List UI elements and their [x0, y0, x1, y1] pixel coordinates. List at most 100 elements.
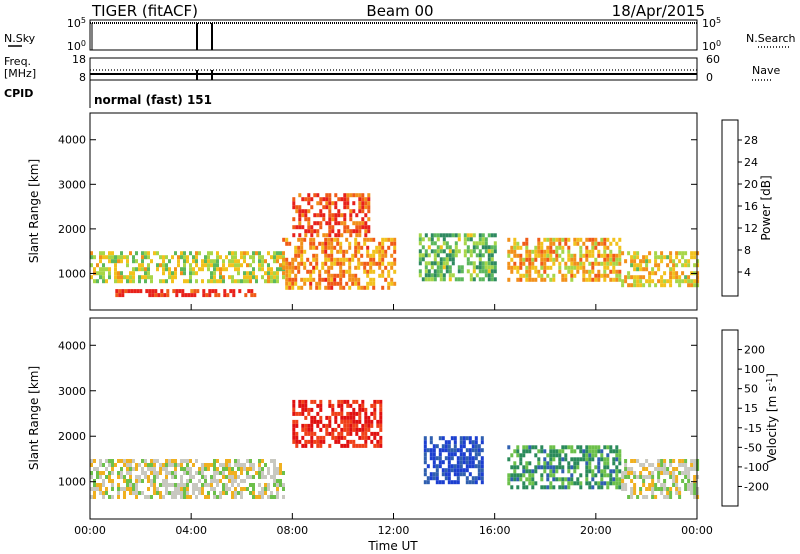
power-cell	[204, 255, 207, 260]
velocity-cell	[337, 435, 341, 440]
power-cell	[306, 257, 310, 262]
power-cell	[546, 253, 550, 258]
velocity-cell	[225, 483, 228, 487]
velocity-cell	[180, 479, 183, 483]
velocity-cell	[480, 464, 484, 469]
power-cell	[312, 277, 316, 282]
power-cell	[141, 255, 144, 260]
velocity-cell	[651, 491, 655, 495]
velocity-cell	[642, 463, 646, 467]
velocity-cell	[159, 467, 162, 471]
power-cell	[96, 271, 99, 276]
velocity-cell	[447, 456, 451, 461]
velocity-cell	[358, 407, 362, 412]
power-cell	[307, 217, 311, 222]
power-cell	[421, 277, 425, 282]
power-cell	[309, 281, 313, 286]
velocity-cell	[618, 481, 622, 486]
power-cell	[214, 293, 218, 298]
power-cell	[193, 289, 197, 294]
velocity-cell	[558, 457, 562, 462]
velocity-cell	[615, 469, 619, 474]
power-cell	[120, 259, 123, 264]
power-cell	[387, 261, 391, 266]
velocity-cell	[189, 471, 192, 475]
power-cell	[484, 245, 488, 250]
power-cell	[460, 277, 464, 282]
velocity-cell	[561, 457, 565, 462]
velocity-cell	[630, 479, 634, 483]
velocity-cell	[543, 449, 547, 454]
velocity-cell	[135, 487, 138, 491]
velocity-cell	[219, 463, 222, 467]
power-cell	[240, 255, 243, 260]
power-cell	[561, 245, 565, 250]
power-cell	[354, 273, 358, 278]
power-cell	[487, 249, 491, 254]
power-cell	[150, 279, 153, 284]
velocity-cell	[355, 423, 359, 428]
velocity-cell	[325, 423, 329, 428]
power-cell	[297, 253, 301, 258]
power-cell	[156, 251, 159, 256]
velocity-cell	[663, 459, 667, 463]
velocity-cell	[307, 423, 311, 428]
velocity-cell	[120, 487, 123, 491]
power-cell	[367, 209, 371, 214]
power-cell	[310, 197, 314, 202]
velocity-cell	[129, 471, 132, 475]
velocity-cell	[453, 436, 457, 441]
velocity-cell	[99, 487, 102, 491]
power-cell	[213, 271, 216, 276]
velocity-cell	[477, 448, 481, 453]
power-cell	[348, 257, 352, 262]
power-cell	[285, 241, 289, 246]
power-cell	[361, 209, 365, 214]
power-cell	[189, 271, 192, 276]
velocity-cell	[183, 487, 186, 491]
velocity-cell	[687, 487, 691, 491]
velocity-cell	[213, 495, 216, 499]
power-cell	[418, 249, 422, 254]
velocity-cell	[669, 471, 673, 475]
velocity-cell	[573, 457, 577, 462]
power-cell	[325, 193, 329, 198]
power-cell	[282, 237, 286, 242]
power-cell	[321, 245, 325, 250]
velocity-cell	[358, 411, 362, 416]
power-cell	[693, 255, 697, 260]
velocity-cell	[576, 481, 580, 486]
power-cell	[295, 209, 299, 214]
power-cell	[393, 269, 397, 274]
power-cell	[312, 269, 316, 274]
power-cell	[457, 233, 461, 238]
power-cell	[549, 245, 553, 250]
power-cell	[636, 275, 640, 280]
velocity-cell	[355, 411, 359, 416]
power-cell	[364, 197, 368, 202]
velocity-cell	[331, 435, 335, 440]
velocity-cell	[609, 445, 613, 450]
power-cell	[237, 259, 240, 264]
velocity-cell	[331, 427, 335, 432]
velocity-cell	[534, 481, 538, 486]
velocity-cell	[328, 419, 332, 424]
velocity-cell	[585, 481, 589, 486]
power-cell	[615, 261, 619, 266]
velocity-cell	[624, 471, 628, 475]
velocity-cell	[468, 440, 472, 445]
velocity-cell	[346, 411, 350, 416]
velocity-cell	[543, 457, 547, 462]
power-cell	[463, 241, 467, 246]
velocity-cell	[120, 475, 123, 479]
power-cell	[213, 259, 216, 264]
velocity-cell	[267, 487, 270, 491]
power-cell	[430, 277, 434, 282]
velocity-cell	[171, 459, 174, 463]
power-cell	[537, 269, 541, 274]
power-cell	[313, 229, 317, 234]
power-cell	[448, 273, 452, 278]
velocity-cell	[373, 435, 377, 440]
velocity-cell	[222, 483, 225, 487]
power-cell	[325, 205, 329, 210]
